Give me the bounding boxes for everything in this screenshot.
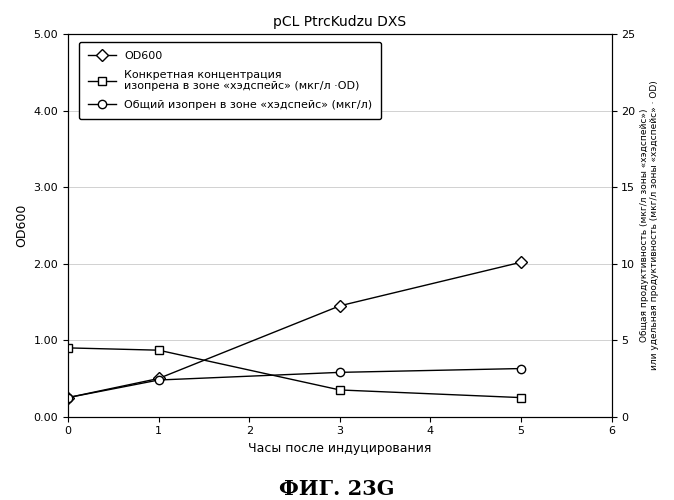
Y-axis label: OD600: OD600 [15,204,28,247]
Text: ФИГ. 23G: ФИГ. 23G [279,479,395,499]
Y-axis label: Общая продуктивность (мкг/л зоны «хэдспейс»)
или удельная продуктивность (мкг/л : Общая продуктивность (мкг/л зоны «хэдспе… [640,80,659,370]
Title: pCL PtrcKudzu DXS: pCL PtrcKudzu DXS [273,15,406,29]
X-axis label: Часы после индуцирования: Часы после индуцирования [248,442,431,455]
Legend: OD600, Конкретная концентрация
изопрена в зоне «хэдспейс» (мкг/л ·OD), Общий изо: OD600, Конкретная концентрация изопрена … [79,42,381,119]
